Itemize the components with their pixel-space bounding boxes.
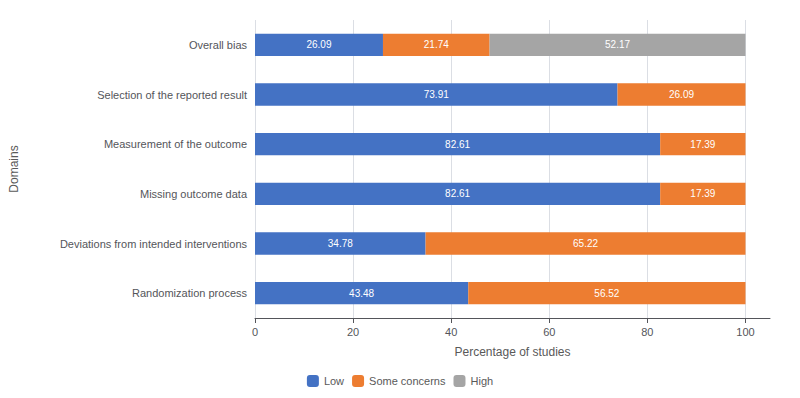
svg-text:56.52: 56.52 — [594, 288, 619, 299]
svg-text:65.22: 65.22 — [573, 238, 598, 249]
svg-text:26.09: 26.09 — [306, 39, 331, 50]
svg-text:100: 100 — [736, 326, 754, 338]
svg-text:82.61: 82.61 — [445, 188, 470, 199]
svg-text:Selection of the reported resu: Selection of the reported result — [97, 89, 247, 101]
svg-text:40: 40 — [445, 326, 457, 338]
svg-text:Randomization process: Randomization process — [132, 287, 247, 299]
svg-text:34.78: 34.78 — [328, 238, 353, 249]
svg-text:21.74: 21.74 — [424, 39, 449, 50]
svg-text:52.17: 52.17 — [605, 39, 630, 50]
svg-text:Domains: Domains — [7, 145, 21, 192]
svg-text:High: High — [470, 375, 493, 387]
svg-text:17.39: 17.39 — [690, 188, 715, 199]
svg-text:26.09: 26.09 — [669, 89, 694, 100]
svg-text:Deviations from intended inter: Deviations from intended interventions — [60, 238, 248, 250]
svg-text:Missing outcome data: Missing outcome data — [140, 188, 248, 200]
svg-text:43.48: 43.48 — [349, 288, 374, 299]
svg-text:0: 0 — [252, 326, 258, 338]
svg-text:73.91: 73.91 — [424, 89, 449, 100]
svg-text:Overall bias: Overall bias — [189, 39, 248, 51]
svg-text:Some concerns: Some concerns — [369, 375, 446, 387]
svg-text:Measurement of the outcome: Measurement of the outcome — [104, 138, 247, 150]
svg-text:Percentage of studies: Percentage of studies — [454, 345, 570, 359]
svg-text:60: 60 — [543, 326, 555, 338]
svg-text:80: 80 — [641, 326, 653, 338]
svg-text:20: 20 — [347, 326, 359, 338]
svg-text:82.61: 82.61 — [445, 139, 470, 150]
svg-text:17.39: 17.39 — [690, 139, 715, 150]
svg-text:Low: Low — [324, 375, 344, 387]
